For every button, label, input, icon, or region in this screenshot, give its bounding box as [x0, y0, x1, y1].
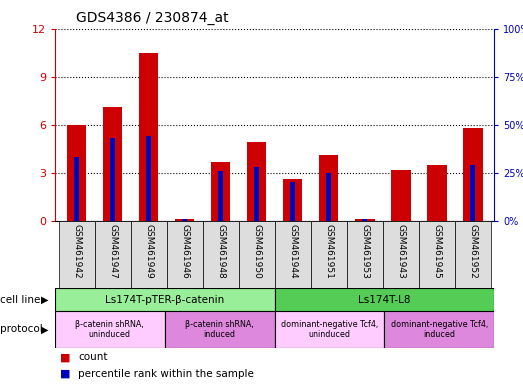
- Bar: [66, 125, 86, 221]
- Bar: [463, 128, 483, 221]
- Text: GSM461944: GSM461944: [288, 224, 297, 279]
- Bar: [290, 182, 295, 221]
- Bar: [95, 221, 131, 288]
- Text: GSM461943: GSM461943: [396, 224, 405, 279]
- Text: GSM461950: GSM461950: [252, 224, 261, 279]
- Text: protocol: protocol: [0, 324, 43, 334]
- Text: Ls174T-pTER-β-catenin: Ls174T-pTER-β-catenin: [105, 295, 224, 305]
- Bar: [110, 138, 115, 221]
- Bar: [103, 107, 122, 221]
- Text: ■: ■: [60, 352, 71, 362]
- Bar: [275, 311, 384, 348]
- Bar: [139, 53, 158, 221]
- Text: GDS4386 / 230874_at: GDS4386 / 230874_at: [76, 11, 229, 25]
- Bar: [166, 221, 202, 288]
- Bar: [165, 311, 275, 348]
- Bar: [326, 173, 331, 221]
- Bar: [55, 311, 165, 348]
- Bar: [131, 221, 166, 288]
- Text: dominant-negative Tcf4,
uninduced: dominant-negative Tcf4, uninduced: [281, 319, 378, 339]
- Bar: [383, 221, 418, 288]
- Bar: [146, 136, 151, 221]
- Bar: [211, 162, 231, 221]
- Text: cell line: cell line: [0, 295, 40, 305]
- Bar: [384, 311, 494, 348]
- Bar: [175, 219, 195, 221]
- Text: GSM461948: GSM461948: [216, 224, 225, 279]
- Text: ▶: ▶: [41, 295, 49, 305]
- Bar: [355, 219, 374, 221]
- Text: β-catenin shRNA,
uninduced: β-catenin shRNA, uninduced: [75, 319, 144, 339]
- Bar: [182, 219, 187, 221]
- Bar: [275, 221, 311, 288]
- Bar: [470, 165, 475, 221]
- Text: β-catenin shRNA,
induced: β-catenin shRNA, induced: [185, 319, 254, 339]
- Text: GSM461947: GSM461947: [108, 224, 117, 279]
- Bar: [254, 167, 259, 221]
- Text: count: count: [78, 352, 108, 362]
- Bar: [427, 165, 447, 221]
- Text: GSM461952: GSM461952: [468, 224, 477, 279]
- Text: GSM461953: GSM461953: [360, 224, 369, 279]
- Bar: [218, 171, 223, 221]
- Text: Ls174T-L8: Ls174T-L8: [358, 295, 411, 305]
- Bar: [391, 170, 411, 221]
- Bar: [362, 219, 367, 221]
- Bar: [282, 179, 302, 221]
- Bar: [454, 221, 491, 288]
- Bar: [275, 288, 494, 311]
- Bar: [59, 221, 95, 288]
- Text: GSM461949: GSM461949: [144, 224, 153, 279]
- Text: GSM461946: GSM461946: [180, 224, 189, 279]
- Bar: [347, 221, 383, 288]
- Bar: [319, 155, 338, 221]
- Bar: [418, 221, 454, 288]
- Text: ▶: ▶: [41, 324, 49, 334]
- Bar: [247, 142, 267, 221]
- Text: dominant-negative Tcf4,
induced: dominant-negative Tcf4, induced: [391, 319, 488, 339]
- Bar: [238, 221, 275, 288]
- Text: GSM461951: GSM461951: [324, 224, 333, 279]
- Text: GSM461945: GSM461945: [432, 224, 441, 279]
- Bar: [202, 221, 238, 288]
- Bar: [311, 221, 347, 288]
- Text: ■: ■: [60, 369, 71, 379]
- Bar: [74, 157, 79, 221]
- Bar: [55, 288, 275, 311]
- Text: GSM461942: GSM461942: [72, 224, 81, 279]
- Text: percentile rank within the sample: percentile rank within the sample: [78, 369, 254, 379]
